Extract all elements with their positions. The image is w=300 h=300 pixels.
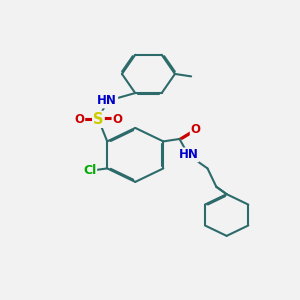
Text: O: O <box>74 113 84 126</box>
Text: O: O <box>191 123 201 136</box>
Text: Cl: Cl <box>83 164 96 177</box>
Text: HN: HN <box>97 94 117 107</box>
Text: O: O <box>112 113 122 126</box>
Text: S: S <box>93 112 104 127</box>
Text: HN: HN <box>178 148 198 161</box>
